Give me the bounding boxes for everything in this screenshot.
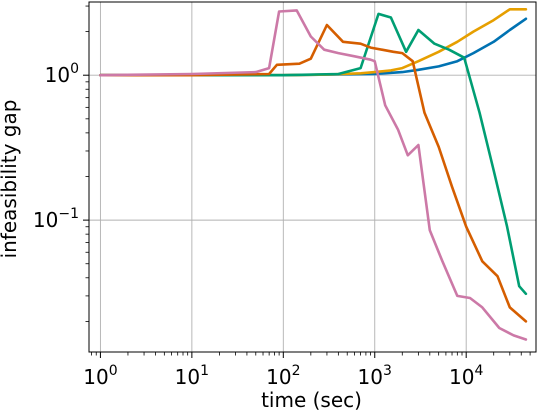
plot-frame [88,1,537,353]
y-tick-label: 100 [45,61,79,87]
series-line-3 [99,12,528,296]
series-line-2 [99,8,528,77]
x-tick-label: 103 [358,363,392,389]
axis-ticks [83,5,531,358]
series-line-5 [99,9,528,341]
series-line-4 [99,23,528,323]
x-tick-label: 104 [449,363,483,389]
series-lines [99,8,528,341]
x-axis-label: time (sec) [261,388,362,410]
x-tick-label: 101 [175,363,209,389]
tick-labels: 100 101 102 103 104 10−1 100 [33,61,484,389]
x-tick-label: 102 [266,363,300,389]
x-tick-label: 100 [83,363,117,389]
y-tick-label: 10−1 [33,206,79,232]
y-axis-label: infeasibility gap [0,100,21,259]
series-line-1 [99,17,528,77]
